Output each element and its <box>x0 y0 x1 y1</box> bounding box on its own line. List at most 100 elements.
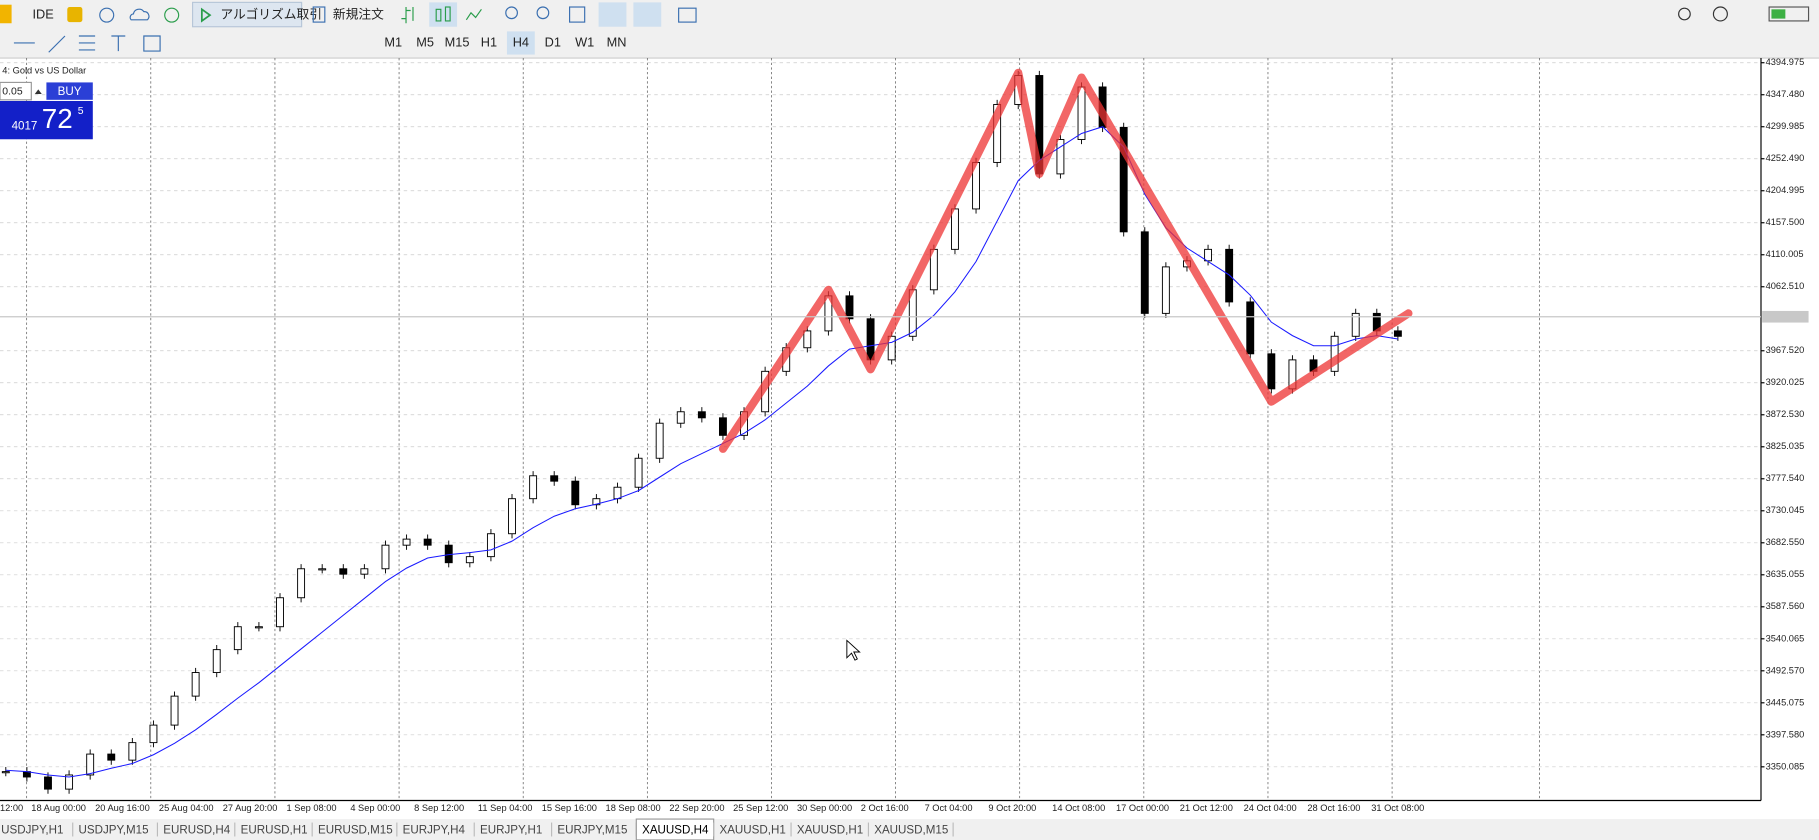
drawing-tools[interactable] <box>13 35 161 53</box>
x-tick-label: 17 Oct 00:00 <box>1116 803 1169 813</box>
icon-account[interactable] <box>1712 6 1728 22</box>
candle <box>191 672 200 697</box>
shift-bg[interactable] <box>598 2 627 27</box>
tab[interactable]: EURUSD,H1 <box>241 824 308 837</box>
candle <box>887 335 896 361</box>
icon-line[interactable] <box>465 8 482 21</box>
price-point[interactable]: 5 <box>78 106 84 117</box>
buy-button[interactable] <box>0 100 93 140</box>
timeframes: M1 M5 M15 H1 H4 D1 W1 MN <box>384 31 627 55</box>
volume-spinner[interactable] <box>34 89 42 95</box>
x-tick-label: 31 Oct 08:00 <box>1371 803 1424 813</box>
tab[interactable]: USDJPY,M15 <box>79 824 149 837</box>
candle <box>1393 330 1402 337</box>
timeframe[interactable]: M15 <box>445 34 470 49</box>
tab[interactable]: EURUSD,M15 <box>318 824 393 837</box>
candle <box>655 422 664 459</box>
candle <box>107 753 116 761</box>
y-tick-label: 3967.520 <box>1766 345 1805 355</box>
timeframe[interactable]: M5 <box>416 34 434 49</box>
tab[interactable]: XAUUSD,H4 <box>642 824 709 837</box>
candle <box>1119 126 1128 233</box>
x-tick-label: 7 Oct 04:00 <box>925 803 973 813</box>
tab[interactable]: EURJPY,M15 <box>557 824 627 837</box>
candle <box>1330 335 1339 372</box>
zigzag <box>718 68 1413 453</box>
icon-screenshot[interactable] <box>678 7 697 23</box>
candle <box>1 771 10 774</box>
y-tick-label: 3540.065 <box>1766 633 1805 643</box>
x-tick-label: 20 Aug 16:00 <box>95 803 150 813</box>
y-tick-label: 3872.530 <box>1766 409 1805 419</box>
volume[interactable]: 0.05 <box>2 86 23 97</box>
icon-coin[interactable] <box>0 4 12 24</box>
icon-market[interactable] <box>67 7 83 23</box>
tab[interactable]: USDJPY,H1 <box>1 824 63 837</box>
tab[interactable]: EURJPY,H4 <box>403 824 466 837</box>
tab[interactable]: XAUUSD,H1 <box>719 824 785 837</box>
y-tick-label: 3777.540 <box>1766 473 1805 483</box>
tab[interactable]: EURJPY,H1 <box>480 824 542 837</box>
candle <box>676 411 685 424</box>
x-tick-label: 28 Oct 16:00 <box>1307 803 1360 813</box>
timeframe[interactable]: D1 <box>545 34 561 49</box>
timeframe[interactable]: H4 <box>513 34 529 49</box>
icon-bars[interactable] <box>401 7 414 24</box>
candle <box>128 742 137 761</box>
y-tick-label: 3635.055 <box>1766 569 1805 579</box>
candle <box>718 417 727 436</box>
x-tick-label: 2 Oct 16:00 <box>861 803 909 813</box>
candle <box>276 597 284 628</box>
y-tick-label: 3492.570 <box>1766 665 1805 675</box>
y-tick-label: 4394.975 <box>1766 57 1805 67</box>
timeframe[interactable]: W1 <box>575 34 594 49</box>
axes: 4394.975 4347.480 4299.985 4252.490 4204.995… <box>0 57 1804 813</box>
icon-zoom-out[interactable] <box>536 6 550 20</box>
icon-battery <box>1768 6 1810 22</box>
y-tick-label: 3397.580 <box>1766 729 1805 739</box>
timeframe[interactable]: MN <box>607 34 627 49</box>
timeframe[interactable]: M1 <box>384 34 402 49</box>
icon-cloud[interactable] <box>129 8 150 21</box>
candle <box>951 208 959 250</box>
timeframe[interactable]: H1 <box>481 34 497 49</box>
candle <box>254 626 263 629</box>
tab[interactable]: XAUUSD,M15 <box>874 824 948 837</box>
timeframe-active-bg[interactable] <box>506 31 535 55</box>
candle <box>86 753 95 776</box>
icon-search[interactable] <box>1678 7 1691 21</box>
candle <box>318 568 327 571</box>
icon-vps[interactable] <box>164 7 180 23</box>
x-tick-label: 14 Oct 08:00 <box>1052 803 1105 813</box>
icon-play <box>200 7 212 23</box>
candle <box>803 330 812 349</box>
price-big[interactable]: 4017 <box>12 120 38 133</box>
autoscroll-bg[interactable] <box>633 2 662 27</box>
x-tick-label: 22 Sep 20:00 <box>669 803 724 813</box>
x-tick-label: 18 Sep 08:00 <box>606 803 661 813</box>
candle <box>360 568 369 575</box>
icon-zoom-in[interactable] <box>505 6 518 20</box>
y-tick-label: 4062.510 <box>1766 281 1805 291</box>
candle <box>550 475 559 482</box>
candles-active-bg[interactable] <box>429 2 458 27</box>
icon-grid[interactable] <box>569 6 586 23</box>
algo-button[interactable]: アルゴリズム取引 <box>220 7 322 22</box>
price-pips[interactable]: 72 <box>42 103 73 134</box>
candle <box>1077 86 1086 140</box>
candle <box>1140 231 1149 314</box>
candle <box>866 318 875 361</box>
new-order-button[interactable]: 新規注文 <box>333 7 384 22</box>
tab[interactable]: XAUUSD,H1 <box>797 824 863 837</box>
x-tick-label: 4 Sep 00:00 <box>350 803 400 813</box>
icon-signals[interactable] <box>99 7 115 23</box>
tab[interactable]: EURUSD,H4 <box>163 824 231 837</box>
y-tick-label: 3587.560 <box>1766 601 1805 611</box>
volume-box[interactable] <box>0 81 32 101</box>
candle <box>1161 266 1170 314</box>
algo-button-bg[interactable] <box>191 1 303 28</box>
buy-header[interactable] <box>46 82 93 100</box>
ide-button[interactable]: IDE <box>32 7 53 22</box>
buy-label[interactable]: BUY <box>58 85 82 98</box>
